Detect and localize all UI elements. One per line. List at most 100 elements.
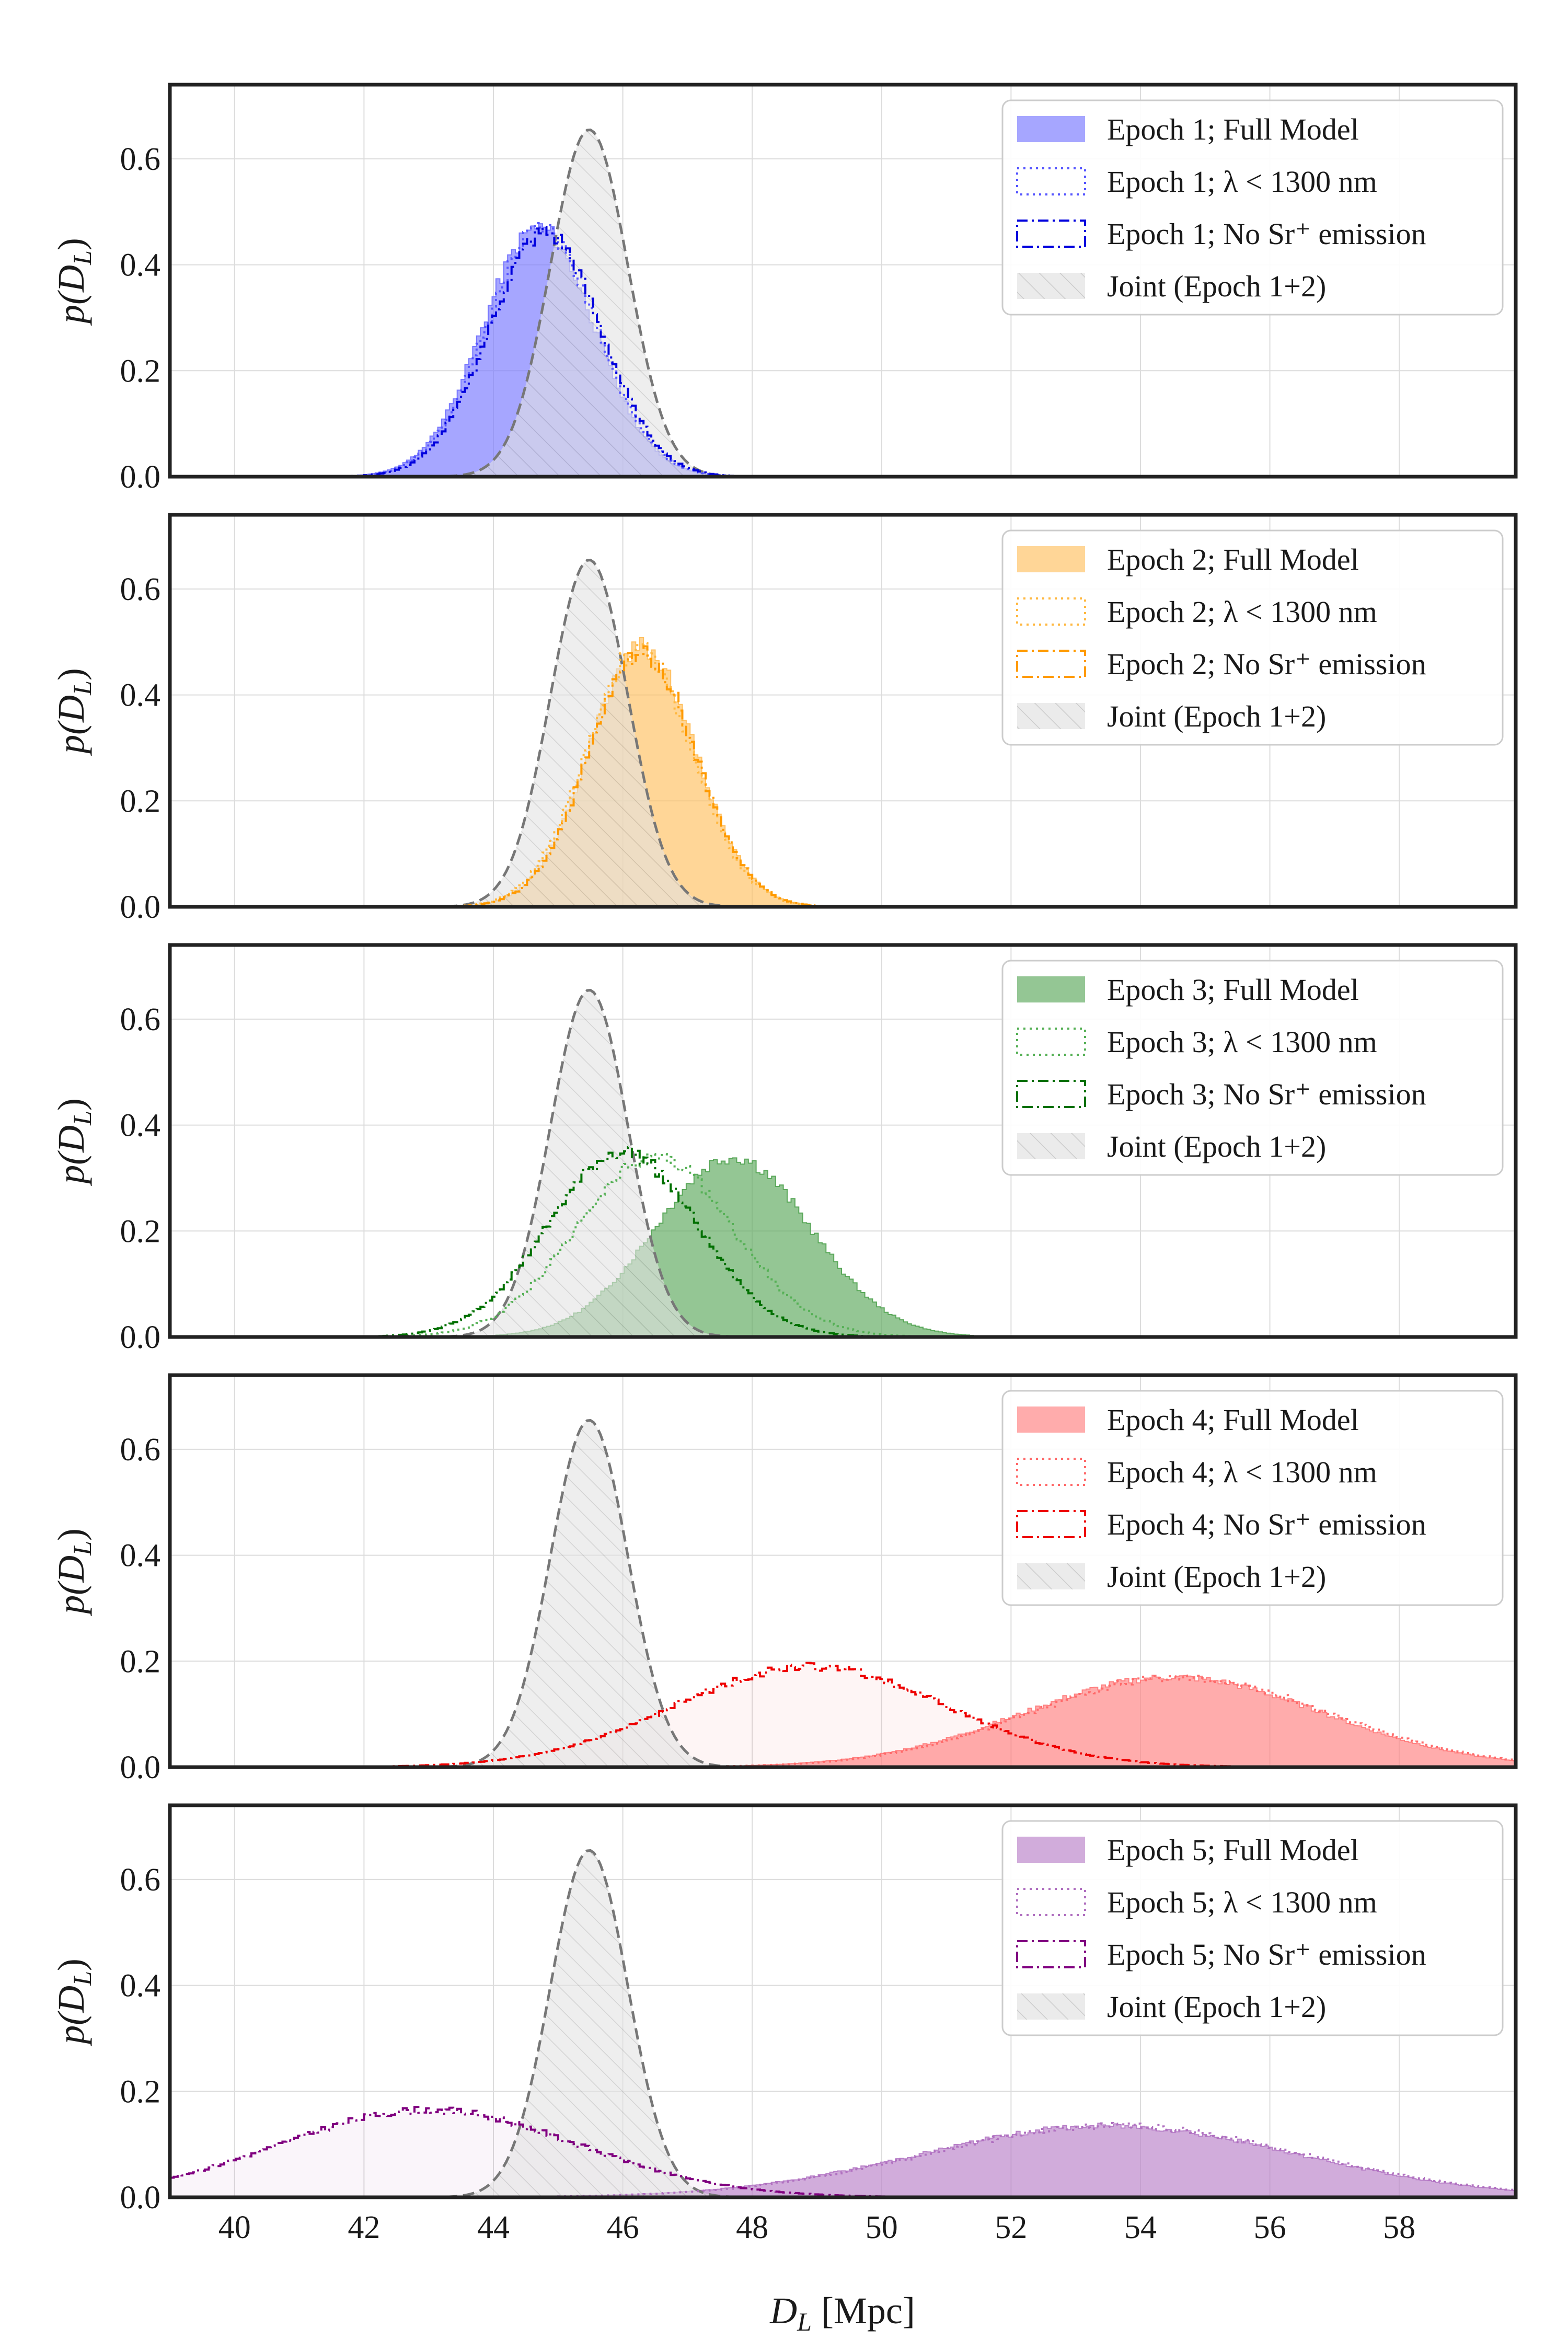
panel-1: 0.00.20.40.6p(DL)Epoch 1; Full ModelEpoc…	[50, 83, 1518, 495]
legend-swatch-filled	[1017, 976, 1085, 1002]
y-axis-title: p(DL)	[50, 1958, 97, 2047]
legend: Epoch 5; Full Model Epoch 5; λ < 1300 nm E…	[1001, 1820, 1504, 2036]
y-axis-title-close: )	[50, 1958, 92, 1971]
y-tick-label: 0.4	[120, 678, 161, 713]
panel-4: 0.00.20.40.6p(DL)Epoch 4; Full ModelEpoc…	[50, 1373, 1518, 1785]
legend-swatch-hatched	[1017, 1563, 1085, 1589]
x-axis-title-sub: L	[797, 2307, 812, 2336]
legend-label: Epoch 5; Full Model	[1107, 1833, 1359, 1867]
legend-label: Joint (Epoch 1+2)	[1107, 1990, 1326, 2024]
legend-swatch-hatched	[1017, 703, 1085, 729]
legend-label: Epoch 1; Full Model	[1107, 112, 1359, 146]
legend-swatch-filled	[1017, 1406, 1085, 1433]
y-axis-title: p(DL)	[50, 668, 97, 756]
y-axis-title-close: )	[50, 1098, 92, 1111]
y-tick-label: 0.6	[120, 1862, 161, 1898]
legend-label: Epoch 5; No Sr⁺ emission	[1107, 1938, 1426, 1971]
y-tick-label: 0.6	[120, 572, 161, 607]
legend-box	[1001, 1390, 1504, 1606]
x-axis-title-main: D	[769, 2290, 797, 2332]
y-tick-label: 0.0	[120, 2180, 161, 2216]
y-axis-title-sub: L	[67, 250, 97, 266]
legend-swatch-hatched	[1017, 1993, 1085, 2020]
legend-swatch-dashdot	[1016, 1940, 1086, 1968]
legend-swatch-hatched	[1017, 273, 1085, 299]
plot-area	[170, 128, 1516, 477]
legend-swatch-filled	[1017, 546, 1085, 572]
y-tick-label: 0.4	[120, 248, 161, 283]
y-tick-label: 0.6	[120, 142, 161, 177]
panel-3: 0.00.20.40.6p(DL)Epoch 3; Full ModelEpoc…	[50, 943, 1518, 1355]
legend-swatch-dashdot	[1016, 1510, 1086, 1538]
legend-swatch-dashdot	[1016, 220, 1086, 248]
y-tick-label: 0.0	[120, 1750, 161, 1785]
y-tick-label: 0.4	[120, 1108, 161, 1144]
legend-label: Epoch 1; No Sr⁺ emission	[1107, 217, 1426, 251]
panel-frame	[168, 513, 1518, 909]
panel-5: 0.0 0.2 0.4 0.6 40 42 44 46 48 50 52 54 56 58 p(DL) Epo…	[50, 1803, 1518, 2245]
y-tick-label: 0.2	[120, 1644, 161, 1679]
legend-label: Epoch 5; λ < 1300 nm	[1107, 1885, 1377, 1919]
legend-label: Epoch 2; λ < 1300 nm	[1107, 595, 1377, 629]
y-tick-label: 0.0	[120, 1320, 161, 1355]
x-axis-title-unit: [Mpc]	[812, 2290, 915, 2332]
y-axis-title-main: p(D	[50, 1986, 92, 2047]
legend-label: Joint (Epoch 1+2)	[1107, 1560, 1326, 1594]
legend: Epoch 2; Full Model Epoch 2; λ < 1300 nm E…	[1001, 529, 1504, 746]
y-tick-label: 0.2	[120, 2074, 161, 2109]
x-tick-label: 40	[218, 2210, 251, 2245]
panel-frame	[168, 1803, 1518, 2199]
legend-swatch-hatched	[1017, 1133, 1085, 1159]
legend-swatch-filled	[1017, 116, 1085, 142]
y-axis-title-sub: L	[67, 681, 97, 696]
legend-label: Epoch 3; No Sr⁺ emission	[1107, 1077, 1426, 1111]
legend-label: Epoch 4; Full Model	[1107, 1403, 1359, 1437]
legend-label: Epoch 1; λ < 1300 nm	[1107, 165, 1377, 199]
x-tick-label: 58	[1383, 2210, 1415, 2245]
y-axis-title: p(DL)	[50, 1098, 97, 1186]
y-tick-label: 0.0	[120, 890, 161, 925]
legend-box	[1001, 1820, 1504, 2036]
legend-label: Joint (Epoch 1+2)	[1107, 269, 1326, 303]
legend: Epoch 4; Full Model Epoch 4; λ < 1300 nm E…	[1001, 1390, 1504, 1606]
x-axis-title: DL [Mpc]	[769, 2290, 915, 2336]
panels: 0.00.20.40.6p(DL)Epoch 1; Full ModelEpoc…	[50, 83, 1518, 2245]
x-tick-label: 56	[1254, 2210, 1286, 2245]
x-tick-label: 46	[607, 2210, 639, 2245]
y-axis-title-sub: L	[67, 1111, 97, 1126]
y-axis-title-main: p(D	[50, 1125, 92, 1186]
y-axis-title-close: )	[50, 1528, 92, 1541]
y-tick-label: 0.4	[120, 1968, 161, 2004]
series-no-sr-fill	[170, 1663, 1516, 1767]
legend-label: Epoch 4; λ < 1300 nm	[1107, 1455, 1377, 1489]
legend-label: Epoch 3; λ < 1300 nm	[1107, 1025, 1377, 1059]
y-tick-label: 0.0	[120, 459, 161, 495]
legend-label: Joint (Epoch 1+2)	[1107, 699, 1326, 733]
series-no-sr	[170, 226, 1516, 477]
legend-label: Joint (Epoch 1+2)	[1107, 1129, 1326, 1163]
legend: Epoch 3; Full Model Epoch 3; λ < 1300 nm E…	[1001, 960, 1504, 1176]
legend-label: Epoch 3; Full Model	[1107, 973, 1359, 1007]
x-tick-label: 52	[995, 2210, 1027, 2245]
panel-frame	[168, 1373, 1518, 1769]
legend-swatch-dashdot	[1016, 650, 1086, 678]
legend-label: Epoch 2; Full Model	[1107, 543, 1359, 577]
panel-frame	[168, 943, 1518, 1339]
y-tick-label: 0.6	[120, 1002, 161, 1037]
series-no-sr	[170, 1662, 1516, 1767]
legend-label: Epoch 2; No Sr⁺ emission	[1107, 647, 1426, 681]
y-axis-title-main: p(D	[50, 265, 92, 326]
legend-box	[1001, 960, 1504, 1176]
legend-box	[1001, 529, 1504, 746]
x-tick-label: 54	[1124, 2210, 1157, 2245]
x-tick-label: 50	[866, 2210, 898, 2245]
legend-swatch-filled	[1017, 1837, 1085, 1863]
y-axis-title-main: p(D	[50, 1555, 92, 1617]
legend: Epoch 1; Full Model Epoch 1; λ < 1300 nm E…	[1001, 99, 1504, 316]
x-tick-label: 44	[477, 2210, 510, 2245]
series-full-model	[170, 1675, 1516, 1767]
legend-swatch-dashdot	[1016, 1080, 1086, 1108]
y-tick-label: 0.2	[120, 1214, 161, 1249]
y-axis-title: p(DL)	[50, 238, 97, 326]
